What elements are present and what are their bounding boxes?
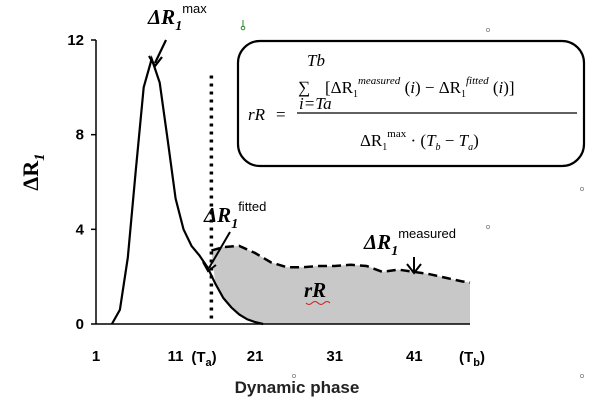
area-label-underline [305,301,331,305]
y-tick-label: 12 [67,32,84,49]
rr-area [211,245,470,324]
ta-label: (Ta) [191,349,216,369]
tb-label: (Tb) [459,349,485,369]
area-label: rR [304,278,326,302]
formula-box: rR = Tb ∑ i=Ta [ΔR1measured (i) − ΔR1fit… [236,39,586,168]
cursor-mark [240,20,246,31]
svg-text:rR: rR [248,105,266,124]
svg-text:ΔR1max · (Tb − Ta): ΔR1max · (Tb − Ta) [360,128,479,153]
svg-text:∑: ∑ [298,78,310,97]
svg-text:=: = [276,105,286,124]
x-axis-title: Dynamic phase [235,378,360,397]
fitted-annotation: ΔR1fitted [202,199,266,273]
svg-text:ΔR1fitted: ΔR1fitted [203,199,266,232]
y-tick-label: 8 [76,127,84,144]
x-tick-label: 31 [326,348,343,365]
y-tick-label: 0 [76,316,84,333]
svg-text:ΔR1max: ΔR1max [147,1,207,34]
max-annotation: ΔR1max [147,1,207,68]
x-tick-label: 1 [92,348,100,365]
svg-text:i=Ta: i=Ta [299,94,332,113]
measured-annotation: ΔR1measured [363,226,456,275]
svg-text:ΔR1measured: ΔR1measured [363,226,456,259]
measured-curve [211,244,471,284]
y-axis-title: ΔR1 [18,153,48,190]
x-ticks: 1 11 21 31 41 [92,348,423,365]
fitted-curve [110,55,264,326]
decorative-specks [291,27,585,378]
y-ticks: 0 4 8 12 [67,32,96,333]
x-tick-label: 21 [247,348,264,365]
x-tick-label: 11 [168,348,184,365]
x-tick-label: 41 [406,348,423,365]
svg-text:Tb: Tb [307,51,325,70]
y-tick-label: 4 [76,221,85,238]
